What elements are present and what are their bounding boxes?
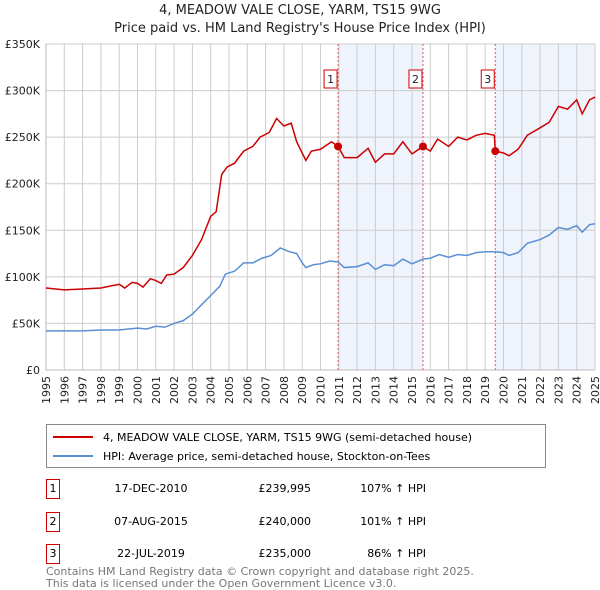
sale-label-box bbox=[323, 69, 338, 89]
x-tick-label: 2006 bbox=[241, 376, 254, 404]
x-tick-label: 2024 bbox=[571, 376, 584, 404]
x-tick-label: 1996 bbox=[58, 376, 71, 404]
footer-licence: This data is licensed under the Open Gov… bbox=[46, 577, 397, 590]
sale-point bbox=[418, 142, 427, 151]
y-tick-label: £250K bbox=[5, 131, 41, 144]
footer-copyright: Contains HM Land Registry data © Crown c… bbox=[46, 565, 474, 578]
sale-hpi: 107% ↑ HPI bbox=[360, 482, 426, 495]
legend: 4, MEADOW VALE CLOSE, YARM, TS15 9WG (se… bbox=[46, 424, 546, 468]
x-tick-label: 2009 bbox=[296, 376, 309, 404]
x-tick-label: 1998 bbox=[95, 376, 108, 404]
x-tick-label: 2020 bbox=[498, 376, 511, 404]
x-tick-label: 2007 bbox=[260, 376, 273, 404]
sale-date: 22-JUL-2019 bbox=[117, 547, 185, 560]
sale-label-box bbox=[480, 69, 495, 89]
y-tick-label: £150K bbox=[5, 224, 41, 237]
x-tick-label: 2003 bbox=[186, 376, 199, 404]
sale-point bbox=[334, 142, 343, 151]
x-tick-label: 2018 bbox=[461, 376, 474, 404]
legend-hpi-line bbox=[53, 455, 93, 457]
x-tick-label: 2025 bbox=[589, 376, 600, 404]
x-tick-label: 2012 bbox=[351, 376, 364, 404]
hpi-line bbox=[46, 223, 596, 332]
sale-row: 3 22-JUL-2019 £235,000 86% ↑ HPI bbox=[46, 544, 466, 564]
x-tick-label: 2004 bbox=[205, 376, 218, 404]
y-tick-label: £200K bbox=[5, 178, 41, 191]
x-tick-label: 2001 bbox=[150, 376, 163, 404]
sale-date: 17-DEC-2010 bbox=[114, 482, 188, 495]
sale-label: 2 bbox=[412, 73, 419, 86]
y-tick-label: £350K bbox=[5, 38, 41, 51]
x-tick-label: 2023 bbox=[552, 376, 565, 404]
sale-price: £240,000 bbox=[258, 515, 312, 528]
sale-row: 2 07-AUG-2015 £240,000 101% ↑ HPI bbox=[46, 512, 466, 532]
sale-label: 3 bbox=[484, 73, 491, 86]
sale-price: £239,995 bbox=[258, 482, 312, 495]
price-chart: 1995 1996 1997 1998 1999 2000 2001 2002 2003 2004… bbox=[5, 38, 600, 404]
x-tick-label: 2010 bbox=[315, 376, 328, 404]
x-tick-label: 2019 bbox=[479, 376, 492, 404]
legend-property-line bbox=[53, 436, 93, 438]
y-tick-label: £0 bbox=[26, 364, 40, 377]
sale-number: 2 bbox=[46, 512, 60, 532]
sale-row: 1 17-DEC-2010 £239,995 107% ↑ HPI bbox=[46, 479, 466, 499]
x-tick-label: 2000 bbox=[132, 376, 145, 404]
y-tick-label: £300K bbox=[5, 85, 41, 98]
sale-number: 1 bbox=[46, 479, 60, 499]
legend-property-label: 4, MEADOW VALE CLOSE, YARM, TS15 9WG (se… bbox=[103, 430, 473, 444]
sale-hpi: 86% ↑ HPI bbox=[367, 547, 426, 560]
sale-price: £235,000 bbox=[258, 547, 312, 560]
shaded-region bbox=[495, 44, 595, 370]
y-tick-label: £50K bbox=[12, 317, 41, 330]
sale-label-box bbox=[408, 69, 423, 89]
x-tick-label: 2014 bbox=[388, 376, 401, 404]
sale-label: 1 bbox=[327, 73, 334, 86]
sale-number: 3 bbox=[46, 544, 60, 564]
x-tick-label: 2011 bbox=[333, 376, 346, 404]
x-tick-label: 2013 bbox=[369, 376, 382, 404]
x-tick-label: 1999 bbox=[113, 376, 126, 404]
x-tick-label: 2017 bbox=[443, 376, 456, 404]
x-tick-label: 2005 bbox=[223, 376, 236, 404]
x-tick-label: 1997 bbox=[77, 376, 90, 404]
shaded-region bbox=[338, 44, 423, 370]
x-tick-label: 2008 bbox=[278, 376, 291, 404]
sale-date: 07-AUG-2015 bbox=[114, 515, 188, 528]
y-tick-label: £100K bbox=[5, 271, 41, 284]
x-tick-label: 1995 bbox=[40, 376, 53, 404]
x-tick-label: 2002 bbox=[168, 376, 181, 404]
x-tick-label: 2015 bbox=[406, 376, 419, 404]
chart-title: 4, MEADOW VALE CLOSE, YARM, TS15 9WG bbox=[159, 3, 441, 18]
x-tick-label: 2021 bbox=[516, 376, 529, 404]
chart-subtitle: Price paid vs. HM Land Registry's House … bbox=[114, 21, 486, 36]
x-tick-label: 2016 bbox=[424, 376, 437, 404]
legend-hpi-label: HPI: Average price, semi-detached house,… bbox=[103, 449, 431, 463]
sale-point bbox=[491, 147, 500, 156]
x-tick-label: 2022 bbox=[534, 376, 547, 404]
property-price-line bbox=[45, 96, 596, 291]
sale-hpi: 101% ↑ HPI bbox=[360, 515, 426, 528]
footer: Contains HM Land Registry data © Crown c… bbox=[46, 566, 474, 590]
